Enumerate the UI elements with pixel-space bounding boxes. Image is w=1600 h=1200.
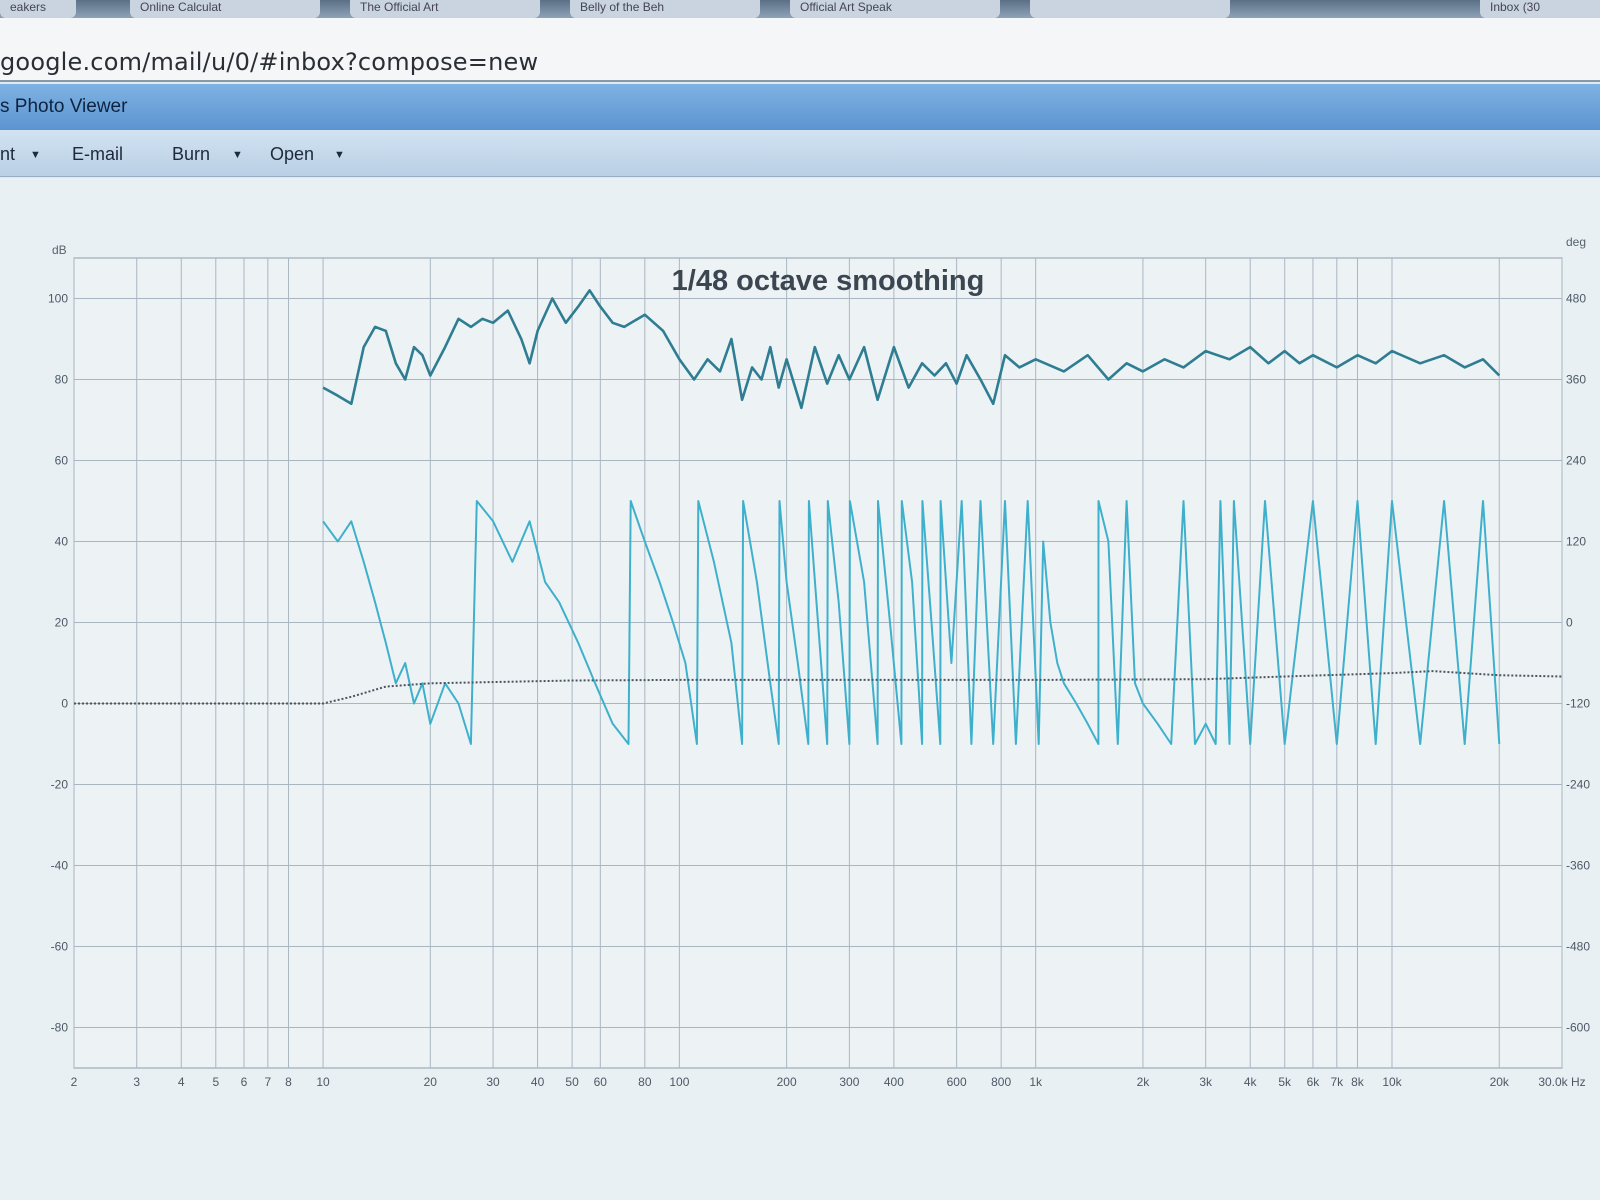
y-tick-label: -20 xyxy=(51,778,69,792)
frequency-response-chart: 2 3 4 5 6 7 8 10 20 30 40 50 60 80 100 200 300 400 600 800 1… xyxy=(48,235,1590,1090)
browser-tab[interactable]: Belly of the Beh xyxy=(570,0,760,18)
open-menu[interactable]: Open xyxy=(270,144,315,164)
y2-axis-label: deg xyxy=(1566,235,1586,249)
x-tick-label: 60 xyxy=(594,1075,608,1089)
y2-tick-label: -120 xyxy=(1566,697,1590,711)
browser-tab[interactable]: Official Art Speak xyxy=(790,0,1000,18)
window-title: s Photo Viewer xyxy=(0,96,128,117)
y-axis-label: dB xyxy=(52,243,67,257)
x-tick-label: 5 xyxy=(212,1075,219,1089)
print-dropdown-icon[interactable]: ▼ xyxy=(30,149,41,161)
x-tick-label: 10k xyxy=(1382,1075,1402,1089)
burn-menu[interactable]: Burn xyxy=(172,144,211,164)
x-gridlines xyxy=(73,258,1563,1068)
tick-labels: 2 3 4 5 6 7 8 10 20 30 40 50 60 80 100 200 300 400 600 800 1… xyxy=(48,292,1590,1090)
y2-tick-label: 360 xyxy=(1566,373,1586,387)
y2-tick-label: -360 xyxy=(1566,859,1590,873)
y-tick-label: 80 xyxy=(55,373,69,387)
x-tick-label: 8 xyxy=(285,1075,292,1089)
x-tick-label: 8k xyxy=(1351,1075,1365,1089)
y-tick-label: -80 xyxy=(51,1021,69,1035)
y-tick-label: 40 xyxy=(55,535,69,549)
y-tick-label: -60 xyxy=(51,940,69,954)
y-tick-label: 100 xyxy=(48,292,68,306)
x-tick-label: 3 xyxy=(133,1075,140,1089)
open-dropdown-icon[interactable]: ▼ xyxy=(334,149,345,161)
photo-content: 2 3 4 5 6 7 8 10 20 30 40 50 60 80 100 200 300 400 600 800 1… xyxy=(0,178,1600,1200)
x-tick-label: 20k xyxy=(1490,1075,1510,1089)
y2-tick-label: 240 xyxy=(1566,454,1586,468)
browser-tab[interactable]: The Official Art xyxy=(350,0,540,18)
y2-tick-label: 120 xyxy=(1566,535,1586,549)
burn-dropdown-icon[interactable]: ▼ xyxy=(232,149,243,161)
browser-tab-strip: eakers Online Calculat The Official Art … xyxy=(0,0,1600,18)
x-tick-label: 10 xyxy=(316,1075,330,1089)
y2-tick-label: -480 xyxy=(1566,940,1590,954)
x-tick-label: 5k xyxy=(1278,1075,1292,1089)
reference-series-line xyxy=(74,670,1563,705)
x-tick-label: 400 xyxy=(884,1075,904,1089)
x-tick-label: 200 xyxy=(777,1075,797,1089)
photo-viewer-titlebar: s Photo Viewer xyxy=(0,84,1600,130)
x-tick-label: 2 xyxy=(71,1075,78,1089)
y-tick-label: 20 xyxy=(55,616,69,630)
y2-tick-label: -600 xyxy=(1566,1021,1590,1035)
x-tick-label: 1k xyxy=(1029,1075,1043,1089)
x-tick-label: 6 xyxy=(241,1075,248,1089)
x-tick-label: 50 xyxy=(565,1075,579,1089)
browser-tab[interactable]: Inbox (30 xyxy=(1480,0,1600,18)
magnitude-series-line xyxy=(322,289,1501,410)
y2-tick-label: 480 xyxy=(1566,292,1586,306)
address-bar[interactable]: google.com/mail/u/0/#inbox?compose=new xyxy=(0,18,1600,82)
y-tick-label: 60 xyxy=(55,454,69,468)
x-tick-label: 80 xyxy=(638,1075,652,1089)
series-layer xyxy=(74,289,1563,745)
x-tick-label: 40 xyxy=(531,1075,545,1089)
x-tick-label: 6k xyxy=(1307,1075,1321,1089)
y2-tick-label: -240 xyxy=(1566,778,1590,792)
print-menu[interactable]: nt xyxy=(0,144,16,164)
browser-tab[interactable] xyxy=(1030,0,1230,18)
browser-tab[interactable]: Online Calculat xyxy=(130,0,320,18)
browser-tab[interactable]: eakers xyxy=(0,0,76,18)
x-tick-label: 300 xyxy=(839,1075,859,1089)
y-tick-label: -40 xyxy=(51,859,69,873)
x-tick-label: 4 xyxy=(178,1075,185,1089)
photo-viewer-toolbar: nt ▼ E-mail Burn ▼ Open ▼ xyxy=(0,130,1600,177)
y-gridlines xyxy=(74,298,1562,1028)
x-tick-label: 4k xyxy=(1244,1075,1258,1089)
chart-title: 1/48 octave smoothing xyxy=(672,265,985,297)
url-text[interactable]: google.com/mail/u/0/#inbox?compose=new xyxy=(0,48,539,76)
x-tick-label: 7 xyxy=(265,1075,272,1089)
x-tick-label: 800 xyxy=(991,1075,1011,1089)
x-tick-label: 100 xyxy=(669,1075,689,1089)
plot-area xyxy=(73,257,1563,1069)
x-tick-label: 600 xyxy=(947,1075,967,1089)
x-tick-label: 3k xyxy=(1199,1075,1213,1089)
y-tick-label: 0 xyxy=(61,697,68,711)
x-tick-label: 30.0k Hz xyxy=(1538,1075,1585,1089)
email-button[interactable]: E-mail xyxy=(72,144,124,164)
x-tick-label: 30 xyxy=(486,1075,500,1089)
x-tick-label: 2k xyxy=(1137,1075,1151,1089)
x-tick-label: 20 xyxy=(424,1075,438,1089)
y2-tick-label: 0 xyxy=(1566,616,1573,630)
x-tick-label: 7k xyxy=(1330,1075,1344,1089)
phase-series-line xyxy=(322,500,1501,745)
